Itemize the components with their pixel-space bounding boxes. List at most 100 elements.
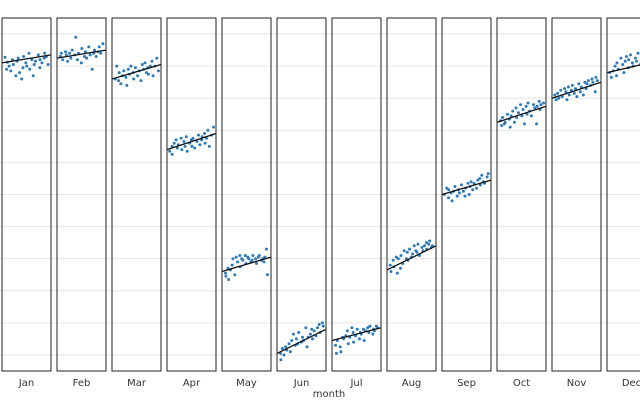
data-point <box>97 45 101 49</box>
data-point <box>506 112 509 116</box>
data-point <box>475 186 478 190</box>
data-point <box>150 59 154 63</box>
panel-frame <box>56 17 107 372</box>
data-point <box>455 194 459 198</box>
data-point <box>24 61 28 65</box>
data-point <box>511 109 515 113</box>
trend-line <box>56 49 107 59</box>
data-point <box>471 188 475 192</box>
data-point <box>40 61 44 65</box>
data-point <box>556 91 560 95</box>
month-label-mar: Mar <box>127 378 147 389</box>
month-label-sep: Sep <box>457 378 476 389</box>
data-point <box>279 358 283 362</box>
data-point <box>175 146 179 150</box>
data-point <box>574 87 577 91</box>
trend-line <box>441 179 492 196</box>
data-point <box>99 51 103 55</box>
panel-feb <box>56 17 107 372</box>
data-point <box>241 258 245 262</box>
data-point <box>30 58 34 62</box>
data-point <box>352 340 356 344</box>
data-point <box>486 172 490 176</box>
data-point <box>155 56 159 60</box>
data-point <box>7 64 11 68</box>
data-point <box>630 61 634 65</box>
data-point <box>21 66 25 70</box>
data-point <box>282 353 286 357</box>
data-point <box>43 51 47 55</box>
data-point <box>191 136 195 140</box>
data-point <box>533 106 537 110</box>
panel-frame <box>551 17 602 372</box>
month-label-may: May <box>236 378 257 389</box>
panel-frame <box>331 17 382 372</box>
data-point <box>565 98 569 102</box>
data-point <box>396 257 400 261</box>
data-point <box>621 63 625 66</box>
month-label-apr: Apr <box>183 378 201 389</box>
data-point <box>575 95 579 99</box>
data-point <box>351 331 355 334</box>
data-point <box>581 93 585 97</box>
data-point <box>447 196 450 200</box>
data-point <box>609 75 613 79</box>
data-point <box>184 135 188 139</box>
data-point <box>463 194 467 198</box>
data-point <box>424 241 428 245</box>
data-point <box>193 146 197 150</box>
data-point <box>197 133 200 137</box>
data-point <box>509 114 513 118</box>
data-point <box>577 82 581 86</box>
data-point <box>420 245 424 249</box>
data-point <box>585 82 589 86</box>
trend-line <box>111 63 162 80</box>
data-point <box>350 326 354 330</box>
data-point <box>243 254 247 257</box>
data-point <box>85 56 89 60</box>
data-point <box>262 260 266 264</box>
data-point <box>636 51 640 55</box>
data-point <box>18 71 21 75</box>
panel-apr <box>166 17 217 372</box>
data-point <box>501 116 504 119</box>
data-point <box>521 108 525 111</box>
data-point <box>591 80 595 84</box>
data-point <box>564 90 568 94</box>
data-point <box>535 122 538 126</box>
trend-line <box>386 245 437 271</box>
panel-jul <box>331 17 382 372</box>
trend-line <box>331 327 382 342</box>
data-point <box>87 45 91 49</box>
data-point <box>119 82 123 86</box>
panel-may <box>221 17 272 372</box>
data-point <box>136 74 140 78</box>
data-point <box>195 140 199 143</box>
data-point <box>42 56 46 60</box>
panel-frame <box>221 17 272 372</box>
data-point <box>622 71 626 75</box>
data-point <box>301 335 304 339</box>
panel-oct <box>496 17 547 372</box>
data-point <box>203 132 207 135</box>
data-point <box>224 274 228 278</box>
data-point <box>38 66 42 70</box>
data-point <box>101 42 105 46</box>
month-label-jul: Jul <box>349 378 362 389</box>
data-point <box>264 247 268 251</box>
data-point <box>3 55 7 59</box>
data-point <box>539 103 543 107</box>
data-point <box>553 93 557 97</box>
data-point <box>461 189 465 193</box>
data-point <box>25 64 29 68</box>
data-point <box>115 64 119 68</box>
trend-line <box>166 132 217 151</box>
data-point <box>339 350 343 354</box>
data-point <box>38 58 42 62</box>
data-point <box>557 96 561 100</box>
data-point <box>170 152 174 156</box>
data-point <box>251 254 255 257</box>
data-point <box>399 254 403 257</box>
data-point <box>311 337 314 341</box>
